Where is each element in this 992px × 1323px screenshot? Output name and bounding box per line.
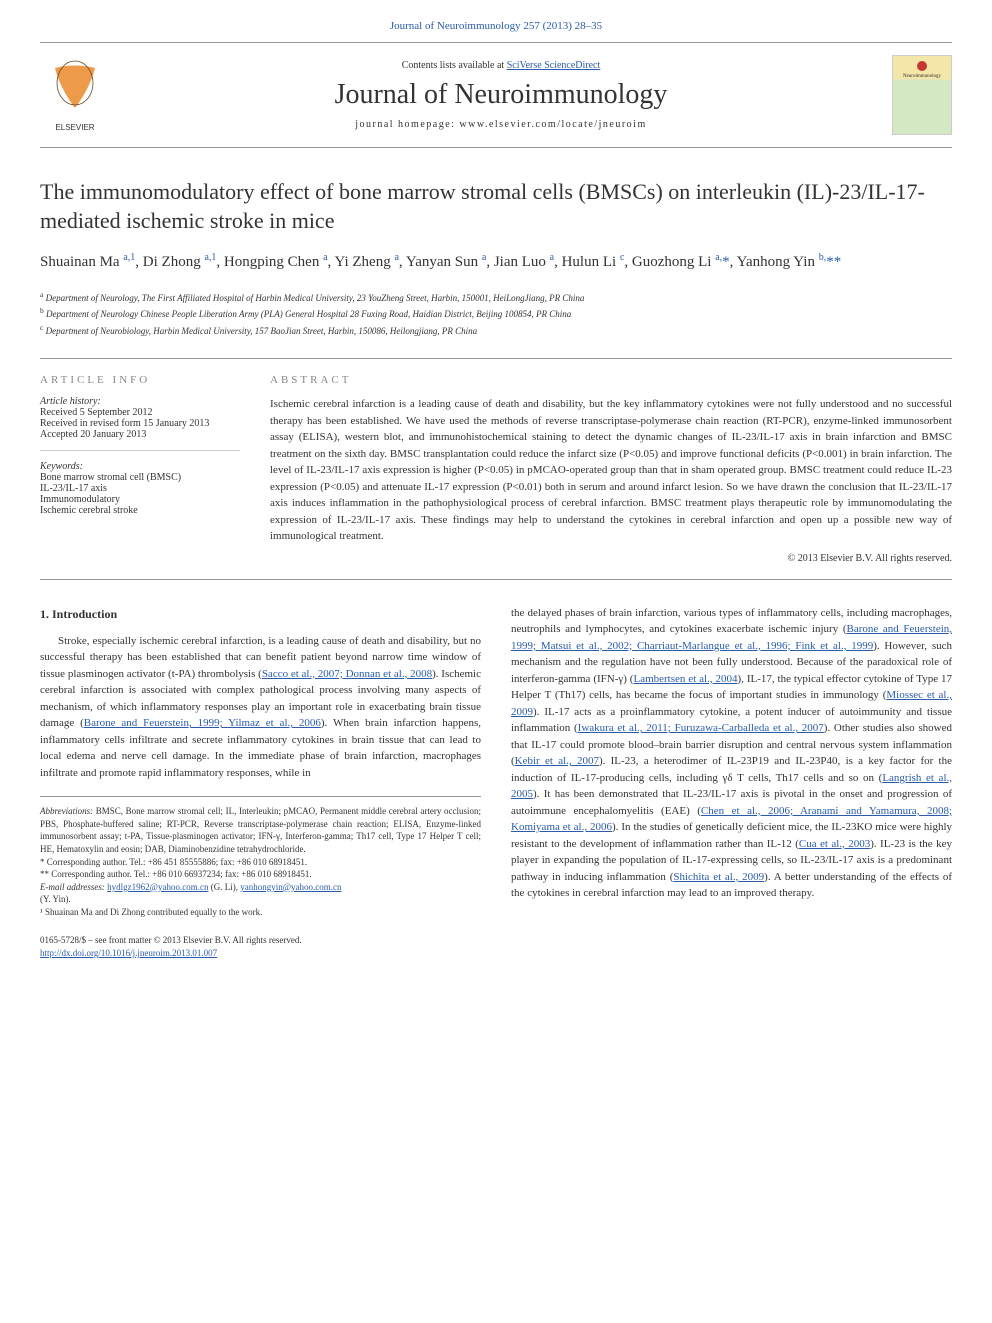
email-name-2: (Y. Yin). <box>40 893 481 906</box>
article-info-column: article info Article history: Received 5… <box>40 374 240 564</box>
journal-reference-link[interactable]: Journal of Neuroimmunology 257 (2013) 28… <box>40 20 952 32</box>
elsevier-logo: ELSEVIER <box>40 55 110 135</box>
abstract-column: abstract Ischemic cerebral infarction is… <box>270 374 952 564</box>
accepted-date: Accepted 20 January 2013 <box>40 429 240 440</box>
ref-link[interactable]: Shichita et al., 2009 <box>673 871 764 883</box>
homepage-line: journal homepage: www.elsevier.com/locat… <box>110 119 892 130</box>
ref-link[interactable]: Iwakura et al., 2011; Furuzawa-Carballed… <box>578 722 824 734</box>
copyright-line: 0165-5728/$ – see front matter © 2013 El… <box>40 934 481 948</box>
corr-1: * Corresponding author. Tel.: +86 451 85… <box>40 856 481 869</box>
abbrev-text: BMSC, Bone marrow stromal cell; IL, Inte… <box>40 806 481 854</box>
body-column-right: the delayed phases of brain infarction, … <box>511 605 952 961</box>
authors-list: Shuainan Ma a,1, Di Zhong a,1, Hongping … <box>40 250 952 274</box>
ref-link[interactable]: Sacco et al., 2007; Donnan et al., 2008 <box>262 668 432 680</box>
journal-header: ELSEVIER Contents lists available at Sci… <box>40 42 952 148</box>
revised-date: Received in revised form 15 January 2013 <box>40 418 240 429</box>
corr-2: ** Corresponding author. Tel.: +86 010 6… <box>40 868 481 881</box>
ref-link[interactable]: Cua et al., 2003 <box>799 838 870 850</box>
intro-para-1: Stroke, especially ischemic cerebral inf… <box>40 633 481 782</box>
journal-name: Journal of Neuroimmunology <box>110 79 892 111</box>
journal-cover-thumbnail: Neuroimmunology <box>892 55 952 135</box>
article-info-heading: article info <box>40 374 240 386</box>
keyword: IL-23/IL-17 axis <box>40 483 240 494</box>
ref-link[interactable]: Barone and Feuerstein, 1999; Yilmaz et a… <box>84 717 321 729</box>
contents-text: Contents lists available at <box>402 60 507 71</box>
keyword: Bone marrow stromal cell (BMSC) <box>40 472 240 483</box>
affiliation: c Department of Neurobiology, Harbin Med… <box>40 322 952 339</box>
copyright-footer: 0165-5728/$ – see front matter © 2013 El… <box>40 934 481 961</box>
footer-block: Abbreviations: BMSC, Bone marrow stromal… <box>40 796 481 918</box>
ref-link[interactable]: Kebir et al., 2007 <box>515 755 599 767</box>
intro-para-2: the delayed phases of brain infarction, … <box>511 605 952 902</box>
abstract-copyright: © 2013 Elsevier B.V. All rights reserved… <box>270 553 952 564</box>
body-column-left: 1. Introduction Stroke, especially ische… <box>40 605 481 961</box>
ref-link[interactable]: Lambertsen et al., 2004 <box>633 673 737 685</box>
abstract-heading: abstract <box>270 374 952 386</box>
equal-contrib: ¹ Shuainan Ma and Di Zhong contributed e… <box>40 906 481 919</box>
history-block: Article history: Received 5 September 20… <box>40 396 240 451</box>
keyword: Immunomodulatory <box>40 494 240 505</box>
intro-heading: 1. Introduction <box>40 605 481 623</box>
email-link-1[interactable]: hydlgz1962@yahoo.com.cn <box>107 882 208 892</box>
abstract-text: Ischemic cerebral infarction is a leadin… <box>270 396 952 545</box>
contents-line: Contents lists available at SciVerse Sci… <box>110 60 892 71</box>
article-title: The immunomodulatory effect of bone marr… <box>40 178 952 235</box>
keywords-block: Keywords: Bone marrow stromal cell (BMSC… <box>40 461 240 516</box>
body-columns: 1. Introduction Stroke, especially ische… <box>40 605 952 961</box>
sciencedirect-link[interactable]: SciVerse ScienceDirect <box>507 60 601 71</box>
keyword: Ischemic cerebral stroke <box>40 505 240 516</box>
svg-text:ELSEVIER: ELSEVIER <box>55 123 94 132</box>
affiliation: b Department of Neurology Chinese People… <box>40 305 952 322</box>
email-link-2[interactable]: yanhongyin@yahoo.com.cn <box>240 882 341 892</box>
received-date: Received 5 September 2012 <box>40 407 240 418</box>
doi-link[interactable]: http://dx.doi.org/10.1016/j.jneuroim.201… <box>40 948 217 958</box>
email-label: E-mail addresses: <box>40 882 105 892</box>
keywords-label: Keywords: <box>40 461 240 472</box>
affiliations: a Department of Neurology, The First Aff… <box>40 289 952 339</box>
abbrev-label: Abbreviations: <box>40 806 93 816</box>
history-label: Article history: <box>40 396 240 407</box>
info-abstract-row: article info Article history: Received 5… <box>40 358 952 580</box>
header-center: Contents lists available at SciVerse Sci… <box>110 60 892 130</box>
affiliation: a Department of Neurology, The First Aff… <box>40 289 952 306</box>
